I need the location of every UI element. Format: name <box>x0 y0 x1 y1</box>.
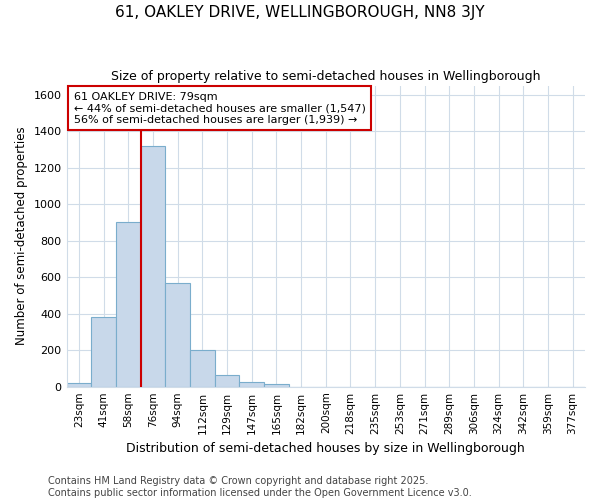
Text: Contains HM Land Registry data © Crown copyright and database right 2025.
Contai: Contains HM Land Registry data © Crown c… <box>48 476 472 498</box>
Text: 61 OAKLEY DRIVE: 79sqm
← 44% of semi-detached houses are smaller (1,547)
56% of : 61 OAKLEY DRIVE: 79sqm ← 44% of semi-det… <box>74 92 366 125</box>
Bar <box>239 382 264 386</box>
X-axis label: Distribution of semi-detached houses by size in Wellingborough: Distribution of semi-detached houses by … <box>127 442 525 455</box>
Bar <box>67 384 91 386</box>
Bar <box>116 222 140 386</box>
Text: 61, OAKLEY DRIVE, WELLINGBOROUGH, NN8 3JY: 61, OAKLEY DRIVE, WELLINGBOROUGH, NN8 3J… <box>115 5 485 20</box>
Bar <box>190 350 215 387</box>
Bar <box>91 318 116 386</box>
Bar <box>215 375 239 386</box>
Bar <box>264 384 289 386</box>
Bar <box>165 282 190 387</box>
Bar <box>140 146 165 386</box>
Title: Size of property relative to semi-detached houses in Wellingborough: Size of property relative to semi-detach… <box>111 70 541 83</box>
Y-axis label: Number of semi-detached properties: Number of semi-detached properties <box>15 127 28 346</box>
